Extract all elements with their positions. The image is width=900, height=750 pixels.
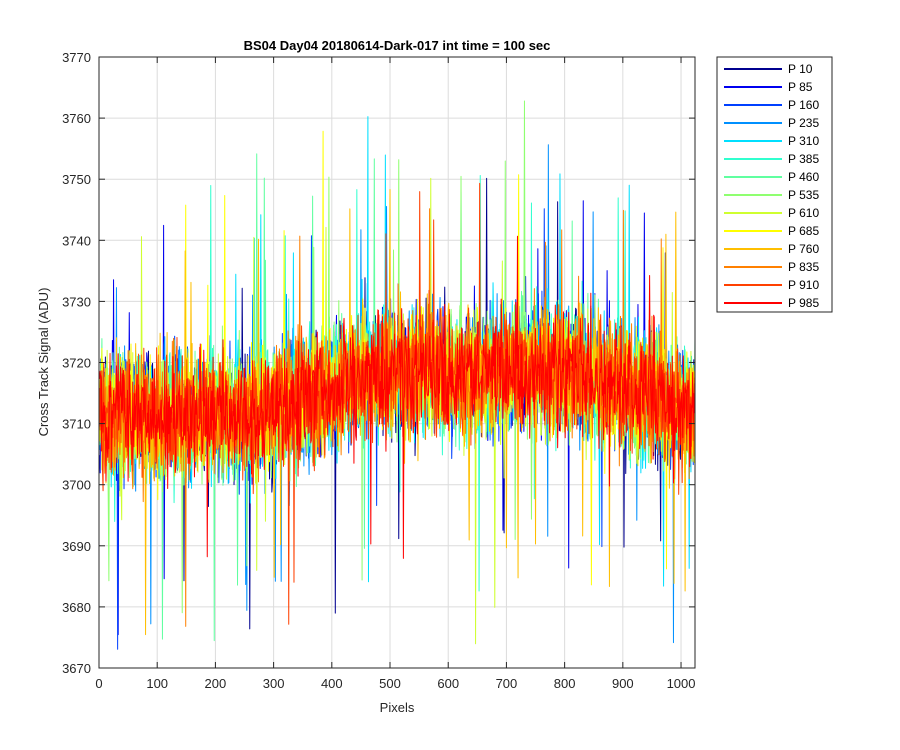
- legend-label: P 910: [788, 278, 819, 292]
- series-line-p985: [99, 235, 695, 559]
- y-tick-label: 3690: [62, 539, 91, 554]
- y-tick-label: 3700: [62, 478, 91, 493]
- x-tick-label: 1000: [667, 676, 696, 691]
- x-tick-label: 0: [95, 676, 102, 691]
- legend-label: P 985: [788, 296, 819, 310]
- legend-label: P 85: [788, 80, 813, 94]
- chart-title: BS04 Day04 20180614-Dark-017 int time = …: [244, 38, 551, 53]
- legend-label: P 460: [788, 170, 819, 184]
- x-tick-label: 200: [205, 676, 227, 691]
- legend-box: [716, 56, 833, 313]
- y-tick-label: 3710: [62, 417, 91, 432]
- legend-label: P 310: [788, 134, 819, 148]
- legend-label: P 235: [788, 116, 819, 130]
- y-tick-label: 3720: [62, 356, 91, 371]
- legend-label: P 385: [788, 152, 819, 166]
- y-tick-label: 3750: [62, 172, 91, 187]
- legend: P 10 P 85 P 160 P 235 P 310 P 385 P 460 P 535 P …: [716, 56, 833, 313]
- x-tick-label: 400: [321, 676, 343, 691]
- x-tick-label: 100: [146, 676, 168, 691]
- legend-label: P 160: [788, 98, 819, 112]
- y-tick-label: 3740: [62, 233, 91, 248]
- y-tick-label: 3770: [62, 50, 91, 65]
- y-axis-label: Cross Track Signal (ADU): [36, 288, 51, 437]
- ticks: 0 100 200 300 400 500 600 700 800 900 1000 3670 3680…: [62, 50, 695, 691]
- x-tick-label: 800: [554, 676, 576, 691]
- x-tick-label: 700: [496, 676, 518, 691]
- y-tick-label: 3730: [62, 294, 91, 309]
- legend-label: P 685: [788, 224, 819, 238]
- x-tick-label: 300: [263, 676, 285, 691]
- x-tick-label: 500: [379, 676, 401, 691]
- legend-label: P 535: [788, 188, 819, 202]
- legend-label: P 10: [788, 62, 813, 76]
- y-tick-label: 3680: [62, 600, 91, 615]
- x-axis-label: Pixels: [380, 700, 415, 715]
- x-tick-label: 900: [612, 676, 634, 691]
- x-tick-label: 600: [437, 676, 459, 691]
- y-tick-label: 3760: [62, 111, 91, 126]
- legend-label: P 610: [788, 206, 819, 220]
- legend-label: P 835: [788, 260, 819, 274]
- y-tick-label: 3670: [62, 661, 91, 676]
- series-layer: [99, 100, 695, 650]
- legend-label: P 760: [788, 242, 819, 256]
